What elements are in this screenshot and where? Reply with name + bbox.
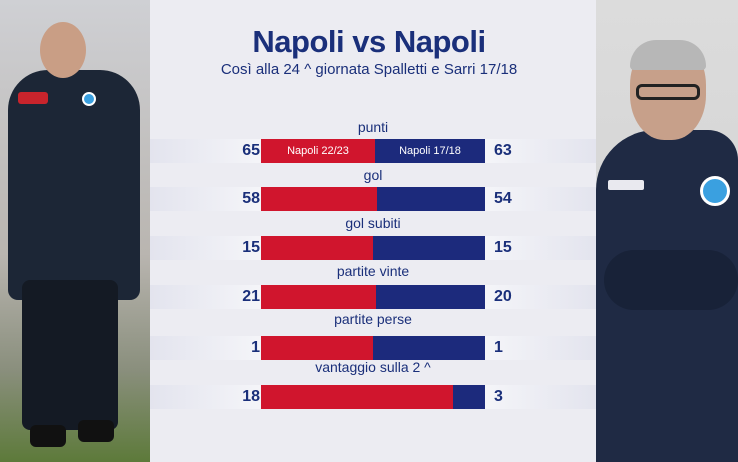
comparison-bar: Napoli 22/23 Napoli 17/18 xyxy=(261,139,485,163)
stat-value-right: 54 xyxy=(494,190,512,207)
bar-segment-left xyxy=(261,187,377,211)
stat-label: gol subiti xyxy=(345,215,401,231)
coach-head xyxy=(40,22,86,78)
comparison-bar xyxy=(261,385,485,409)
bar-segment-right xyxy=(377,187,485,211)
stat-value-right: 15 xyxy=(494,239,512,256)
coach-trousers xyxy=(22,280,118,430)
page-subtitle: Così alla 24 ^ giornata Spalletti e Sarr… xyxy=(220,61,518,78)
sponsor-logo xyxy=(608,180,644,190)
bar-segment-right xyxy=(453,385,485,409)
comparison-bar xyxy=(261,187,485,211)
bar-segment-left xyxy=(261,336,373,360)
sarri-photo xyxy=(596,0,738,462)
stat-value-left: 18 xyxy=(242,388,260,405)
bar-segment-left xyxy=(261,285,376,309)
glasses-icon xyxy=(636,84,700,100)
comparison-bar xyxy=(261,285,485,309)
stat-label: gol xyxy=(363,167,383,183)
bar-segment-left: Napoli 22/23 xyxy=(261,139,375,163)
stat-value-right: 1 xyxy=(494,339,503,356)
stat-label: partite perse xyxy=(334,311,412,327)
bar-segment-right: Napoli 17/18 xyxy=(375,139,485,163)
stat-label: partite vinte xyxy=(336,263,410,279)
legend-right-team: Napoli 17/18 xyxy=(399,145,461,157)
stat-row: 58 54 xyxy=(150,187,596,211)
stat-value-left: 1 xyxy=(251,339,260,356)
sponsor-logo xyxy=(18,92,48,104)
stat-label: vantaggio sulla 2 ^ xyxy=(315,359,431,375)
bar-segment-left xyxy=(261,385,453,409)
stat-value-left: 65 xyxy=(242,142,260,159)
stat-value-left: 58 xyxy=(242,190,260,207)
coach-shoe-right xyxy=(78,420,114,442)
napoli-badge-icon xyxy=(700,176,730,206)
bar-segment-right xyxy=(373,236,485,260)
coach-jacket xyxy=(8,70,140,300)
page-title: Napoli vs Napoli xyxy=(252,24,486,59)
stat-value-left: 21 xyxy=(242,288,260,305)
stat-row: 21 20 xyxy=(150,285,596,309)
stat-value-right: 3 xyxy=(494,388,503,405)
napoli-badge-icon xyxy=(82,92,96,106)
legend-left-team: Napoli 22/23 xyxy=(287,145,349,157)
stat-label: punti xyxy=(357,119,389,135)
stat-row: 18 3 xyxy=(150,385,596,409)
bar-segment-right xyxy=(376,285,485,309)
comparison-bar xyxy=(261,336,485,360)
bar-segment-left xyxy=(261,236,373,260)
coach-hair xyxy=(630,40,706,70)
stat-row: 65 Napoli 22/23 Napoli 17/18 63 xyxy=(150,139,596,163)
spalletti-photo xyxy=(0,0,150,462)
stat-row: 15 15 xyxy=(150,236,596,260)
stat-value-right: 63 xyxy=(494,142,512,159)
coach-shoe-left xyxy=(30,425,66,447)
stat-value-right: 20 xyxy=(494,288,512,305)
comparison-bar xyxy=(261,236,485,260)
coach-crossed-arms xyxy=(604,250,738,310)
bar-segment-right xyxy=(373,336,485,360)
stat-value-left: 15 xyxy=(242,239,260,256)
